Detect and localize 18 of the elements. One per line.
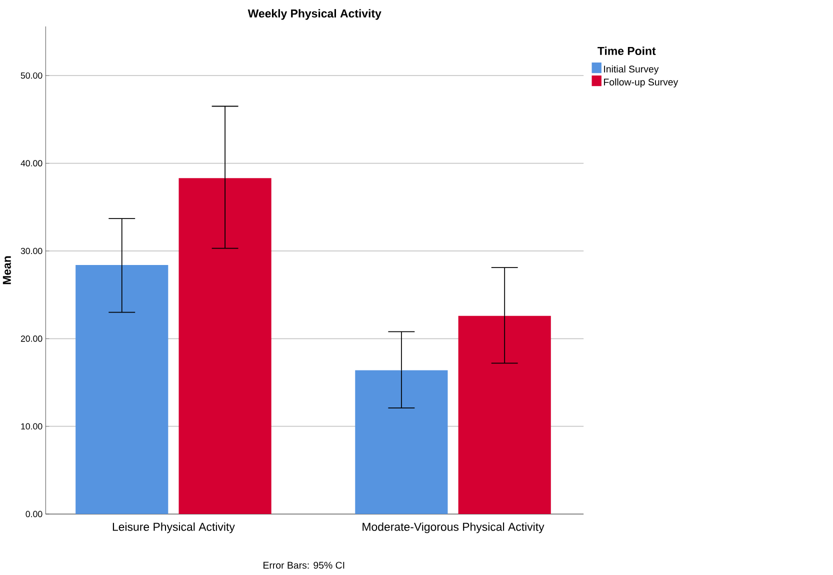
y-axis-title: Mean <box>2 256 11 284</box>
legend-label: Follow-up Survey <box>604 78 678 88</box>
x-tick-label: Moderate-Vigorous Physical Activity <box>362 522 544 534</box>
bar <box>178 178 272 514</box>
y-tick-label: 40.00 <box>20 160 42 166</box>
y-tick-label: 50.00 <box>20 72 42 79</box>
bar <box>458 316 551 514</box>
bar <box>355 370 448 514</box>
bar <box>76 265 168 514</box>
y-tick-label: 30.00 <box>20 248 42 254</box>
text: Error Bars: 95% CI <box>264 562 344 569</box>
legend-title: Time Point <box>598 46 656 56</box>
y-tick-label: 20.00 <box>20 336 42 342</box>
x-tick-label: Leisure Physical Activity <box>112 522 235 534</box>
chart-title: Weekly Physical Activity <box>248 9 382 20</box>
y-tick-label: 10.00 <box>21 423 42 430</box>
y-tick-label: 0.00 <box>26 510 42 518</box>
legend-label: Initial Survey <box>604 65 659 74</box>
